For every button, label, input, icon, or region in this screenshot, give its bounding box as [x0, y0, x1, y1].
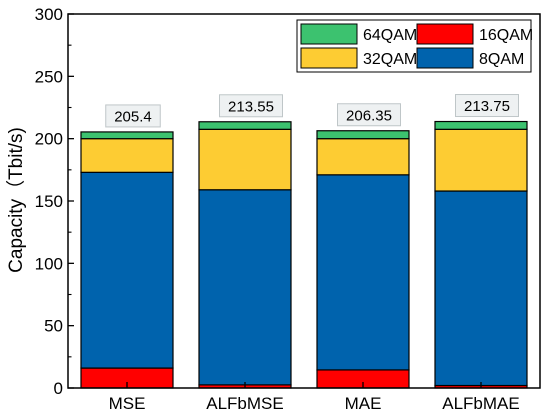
legend-label-16qam: 16QAM: [479, 27, 533, 44]
bar-mse-64qam: [80, 131, 174, 140]
x-tick-label: MAE: [345, 394, 382, 413]
total-label-box-mae: [337, 103, 401, 127]
y-tick-label: 0: [54, 379, 63, 398]
y-tick-label: 250: [35, 67, 63, 86]
bar-alfbmae-8qam: [434, 190, 528, 387]
total-label-mse: 205.4: [114, 108, 152, 125]
y-tick-label: 50: [44, 317, 63, 336]
bar-mse-32qam: [80, 138, 174, 173]
y-axis-title: Capacity（Tbit/s): [5, 127, 27, 273]
total-label-box-alfbmse: [219, 94, 283, 118]
y-tick-label: 300: [35, 5, 63, 24]
legend: 64QAM 16QAM 32QAM 8QAM: [296, 19, 533, 73]
total-label-alfbmae: 213.75: [464, 98, 510, 115]
bars-layer: [80, 120, 528, 389]
bar-alfbmae-64qam: [434, 120, 528, 130]
y-tick-label: 100: [35, 254, 63, 273]
x-tick-label: MSE: [109, 394, 146, 413]
bar-mae-8qam: [316, 174, 410, 371]
total-label-alfbmse: 213.55: [228, 98, 274, 115]
legend-swatch-16qam: [416, 23, 474, 45]
legend-swatch-8qam: [416, 47, 474, 69]
axes-layer: 0 50 100 150 200 250 300 MSE ALFbMSE MAE ALFbMAE: [35, 5, 541, 413]
bar-alfbmse-32qam: [198, 128, 292, 191]
bar-mae-32qam: [316, 138, 410, 176]
bar-alfbmse-8qam: [198, 189, 292, 386]
legend-swatch-32qam: [300, 47, 358, 69]
legend-label-8qam: 8QAM: [479, 51, 524, 68]
bar-alfbmae-32qam: [434, 128, 528, 192]
bar-mae-64qam: [316, 130, 410, 140]
bar-alfbmse-64qam: [198, 121, 292, 130]
legend-swatch-64qam: [300, 23, 358, 45]
y-tick-label: 200: [35, 130, 63, 149]
x-tick-label: ALFbMSE: [206, 394, 283, 413]
legend-label-64qam: 64QAM: [363, 27, 417, 44]
totals-layer: 205.4 213.55 206.35 213.75: [105, 94, 519, 128]
total-label-mae: 206.35: [346, 107, 392, 124]
total-label-box-mse: [105, 104, 161, 128]
legend-label-32qam: 32QAM: [363, 51, 417, 68]
bar-mse-8qam: [80, 171, 174, 369]
x-tick-label: ALFbMAE: [442, 394, 519, 413]
total-label-box-alfbmae: [455, 94, 519, 118]
y-tick-label: 150: [35, 192, 63, 211]
